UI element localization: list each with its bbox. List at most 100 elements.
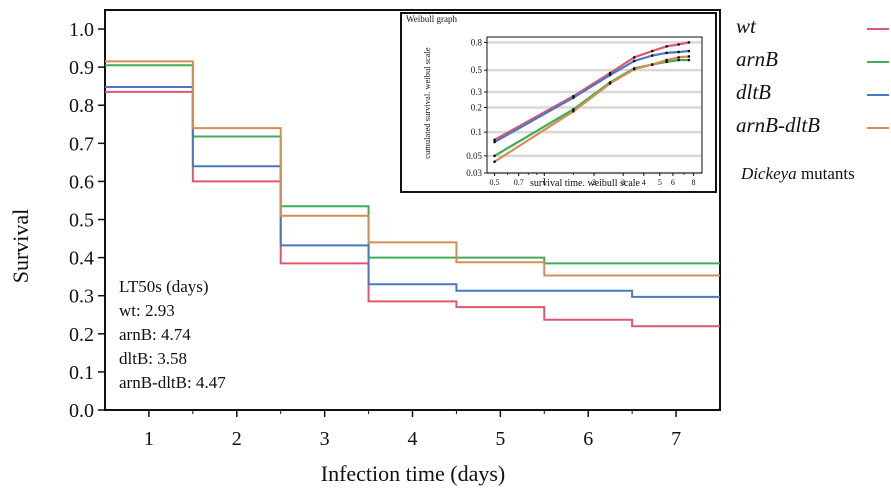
weibull-inset: Weibull graph 0.03 0.05 0.1 0.2 0.3 0.5 0.8 0.5… — [400, 12, 717, 193]
legend: wt arnB dltB arnB-dltB — [736, 12, 889, 144]
inset-point-arnB-dltB — [650, 63, 654, 66]
series-line-wt — [105, 90, 720, 328]
inset-point-arnB-dltB — [677, 56, 680, 59]
legend-label: arnB — [736, 47, 778, 71]
inset-point-dltB — [677, 50, 680, 54]
legend-swatch-wt — [867, 28, 889, 30]
y-tick-label: 0.7 — [69, 133, 94, 155]
inset-point-dltB — [572, 96, 575, 99]
legend-title: Dickeya mutants — [741, 164, 855, 184]
legend-swatch-arnB-dltB — [867, 127, 889, 129]
inset-y-tick-label: 0.3 — [471, 87, 483, 97]
inset-point-wt — [665, 45, 668, 48]
legend-item-arnB: arnB — [736, 45, 889, 78]
inset-frame — [400, 12, 717, 193]
legend-item-wt: wt — [736, 12, 889, 45]
x-tick-label: 3 — [320, 428, 330, 450]
y-tick-label: 0.6 — [69, 171, 94, 193]
x-tick-label: 7 — [671, 428, 681, 450]
inset-y-tick-label: 0.5 — [471, 65, 483, 75]
y-tick-label: 0.0 — [69, 400, 94, 422]
inset-x-tick-label: 6 — [671, 178, 675, 187]
inset-point-wt — [632, 56, 636, 59]
lt50-arnB-dltB: arnB-dltB: 4.47 — [119, 373, 226, 392]
inset-point-arnB-dltB — [608, 82, 612, 85]
inset-y-tick-label: 0.2 — [471, 102, 482, 112]
y-tick-label: 0.4 — [69, 248, 94, 270]
legend-item-arnB-dltB: arnB-dltB — [736, 111, 889, 144]
legend-item-dltB: dltB — [736, 78, 889, 111]
inset-point-wt — [687, 41, 691, 44]
inset-point-arnB-dltB — [632, 67, 636, 71]
inset-series-line-arnB-dltB — [493, 55, 690, 163]
inset-point-dltB — [687, 49, 691, 53]
inset-axes: 0.03 0.05 0.1 0.2 0.3 0.5 0.8 0.5 0.7 1 2 3 4 5 6 8 — [466, 36, 703, 188]
x-tick-label: 1 — [144, 428, 154, 450]
lt50-annotation: LT50s (days) wt: 2.93 arnB: 4.74 dltB: 3… — [119, 277, 226, 392]
y-tick-label: 0.9 — [69, 57, 94, 79]
series-line-arnB-dltB — [105, 60, 720, 277]
lt50-dltB: dltB: 3.58 — [119, 349, 187, 368]
x-axis-label: Infection time (days) — [321, 461, 506, 486]
lt50-heading: LT50s (days) — [119, 277, 209, 296]
lt50-arnB: arnB: 4.74 — [119, 325, 191, 344]
lt50-wt: wt: 2.93 — [119, 301, 175, 320]
main-axes: 0.00.10.20.30.40.50.60.70.80.91.01 2 3 4 5 6 7 — [69, 9, 721, 450]
inset-series-line-wt — [494, 41, 690, 141]
legend-swatch-dltB — [867, 94, 889, 96]
inset-series-group — [493, 41, 691, 164]
legend-title-rest: mutants — [796, 164, 855, 183]
inset-point-arnB-dltB — [665, 58, 668, 62]
inset-point-wt — [608, 71, 612, 75]
x-tick-label: 2 — [232, 428, 242, 450]
legend-label: dltB — [736, 80, 771, 104]
inset-x-tick-label: 3 — [621, 178, 625, 187]
inset-x-tick-label: 4 — [642, 178, 646, 187]
inset-point-wt — [650, 49, 654, 53]
y-tick-label: 0.5 — [69, 210, 94, 232]
inset-point-dltB — [632, 59, 636, 63]
inset-y-tick-label: 0.1 — [471, 127, 482, 137]
inset-point-dltB — [493, 140, 496, 144]
inset-point-arnB — [493, 154, 496, 158]
legend-title-italic: Dickeya — [741, 164, 797, 183]
inset-y-tick-label: 0.8 — [471, 37, 483, 47]
inset-x-tick-label: 5 — [658, 178, 662, 187]
inset-x-tick-label: 0.5 — [490, 178, 500, 187]
inset-point-arnB — [677, 58, 680, 62]
series-line-dltB — [105, 85, 720, 298]
legend-label: arnB-dltB — [736, 113, 820, 137]
inset-title: Weibull graph — [406, 14, 458, 24]
y-tick-label: 1.0 — [69, 19, 94, 41]
inset-series-line-dltB — [494, 49, 690, 144]
inset-x-tick-label: 1 — [542, 176, 548, 188]
inset-x-tick-label: 2 — [592, 178, 596, 187]
x-tick-label: 4 — [408, 428, 418, 450]
inset-point-wt — [677, 43, 680, 46]
y-tick-label: 0.2 — [69, 324, 94, 346]
inset-point-wt — [493, 138, 496, 142]
inset-y-tick-label: 0.03 — [466, 168, 482, 178]
inset-point-dltB — [608, 73, 612, 77]
inset-y-axis-label: cumulated survival. weibul scale — [422, 47, 432, 159]
inset-x-axis-label: survival time. weibull scale — [530, 178, 641, 189]
inset-point-arnB-dltB — [687, 55, 691, 58]
inset-point-arnB-dltB — [572, 110, 575, 113]
inset-point-arnB-dltB — [493, 160, 496, 164]
legend-label: wt — [736, 14, 756, 38]
main-series-group — [105, 60, 720, 328]
x-tick-label: 5 — [495, 428, 505, 450]
legend-swatch-arnB — [867, 61, 889, 63]
inset-x-tick-label: 0.7 — [514, 178, 524, 187]
inset-point-arnB — [665, 60, 668, 64]
y-tick-label: 0.3 — [69, 286, 94, 308]
inset-point-arnB — [572, 108, 575, 111]
inset-point-dltB — [665, 51, 668, 55]
y-tick-label: 0.1 — [69, 362, 94, 384]
inset-y-tick-label: 0.05 — [466, 151, 482, 161]
y-tick-label: 0.8 — [69, 95, 94, 117]
inset-point-arnB — [687, 58, 691, 62]
x-tick-label: 6 — [583, 428, 593, 450]
inset-x-tick-label: 8 — [692, 178, 696, 187]
